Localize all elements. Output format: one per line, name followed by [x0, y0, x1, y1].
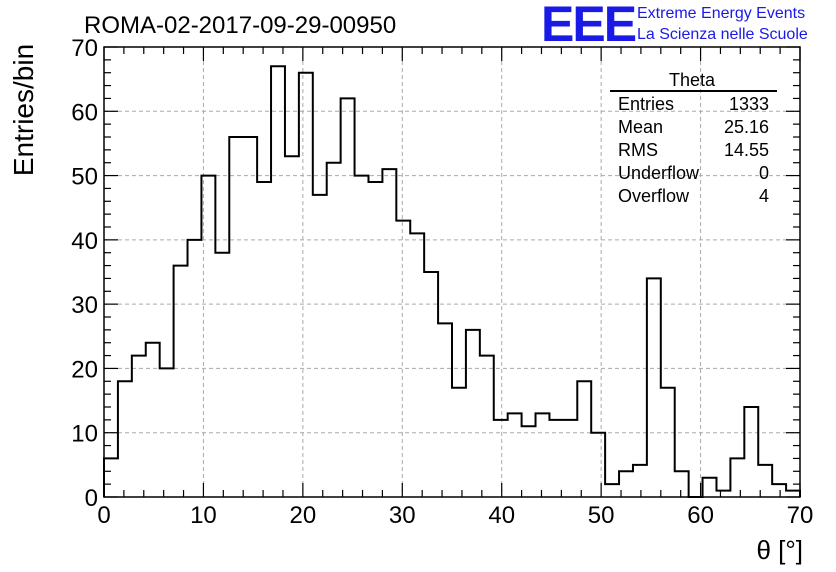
axis-ticks	[103, 46, 801, 498]
y-tick-label: 40	[71, 228, 98, 255]
y-tick-labels: 0 10 20 30 40 50 60 70	[71, 35, 98, 512]
eee-logo: EEE	[541, 0, 636, 52]
stats-label: Overflow	[618, 186, 690, 206]
stats-value: 25.16	[724, 117, 769, 137]
y-axis-label: Entries/bin	[8, 44, 39, 176]
x-tick-label: 40	[488, 502, 515, 529]
y-tick-label: 60	[71, 99, 98, 126]
stats-value: 4	[759, 186, 769, 206]
stats-title: Theta	[669, 70, 716, 90]
stats-label: Underflow	[618, 163, 700, 183]
logo-line-1: Extreme Energy Events	[637, 5, 805, 22]
stats-rows: Entries 1333 Mean 25.16 RMS 14.55 Underflow 0 Ov…	[618, 94, 769, 206]
y-tick-label: 10	[71, 421, 98, 448]
x-tick-label: 70	[787, 502, 814, 529]
y-tick-label: 50	[71, 164, 98, 191]
stats-value: 1333	[729, 94, 769, 114]
histogram-series	[103, 65, 801, 498]
x-axis-label: θ [°]	[756, 535, 803, 565]
x-tick-labels: 0 10 20 30 40 50 60 70	[97, 502, 813, 529]
x-tick-label: 50	[588, 502, 615, 529]
y-tick-label: 20	[71, 356, 98, 383]
stats-label: RMS	[618, 140, 658, 160]
plot-frame	[103, 46, 801, 498]
x-tick-label: 20	[290, 502, 317, 529]
stats-value: 14.55	[724, 140, 769, 160]
y-tick-label: 70	[71, 35, 98, 62]
stats-box: Theta Entries 1333 Mean 25.16 RMS 14.55 Underf…	[610, 70, 777, 206]
x-tick-label: 30	[389, 502, 416, 529]
logo-line-2: La Scienza nelle Scuole	[637, 26, 808, 43]
x-tick-label: 10	[190, 502, 217, 529]
x-tick-label: 60	[687, 502, 714, 529]
stats-label: Entries	[618, 94, 674, 114]
stats-label: Mean	[618, 117, 663, 137]
stats-value: 0	[759, 163, 769, 183]
y-tick-label: 0	[85, 485, 98, 512]
grid-lines	[104, 47, 800, 497]
chart-title: ROMA-02-2017-09-29-00950	[84, 12, 396, 39]
x-tick-label: 0	[97, 502, 110, 529]
y-tick-label: 30	[71, 292, 98, 319]
